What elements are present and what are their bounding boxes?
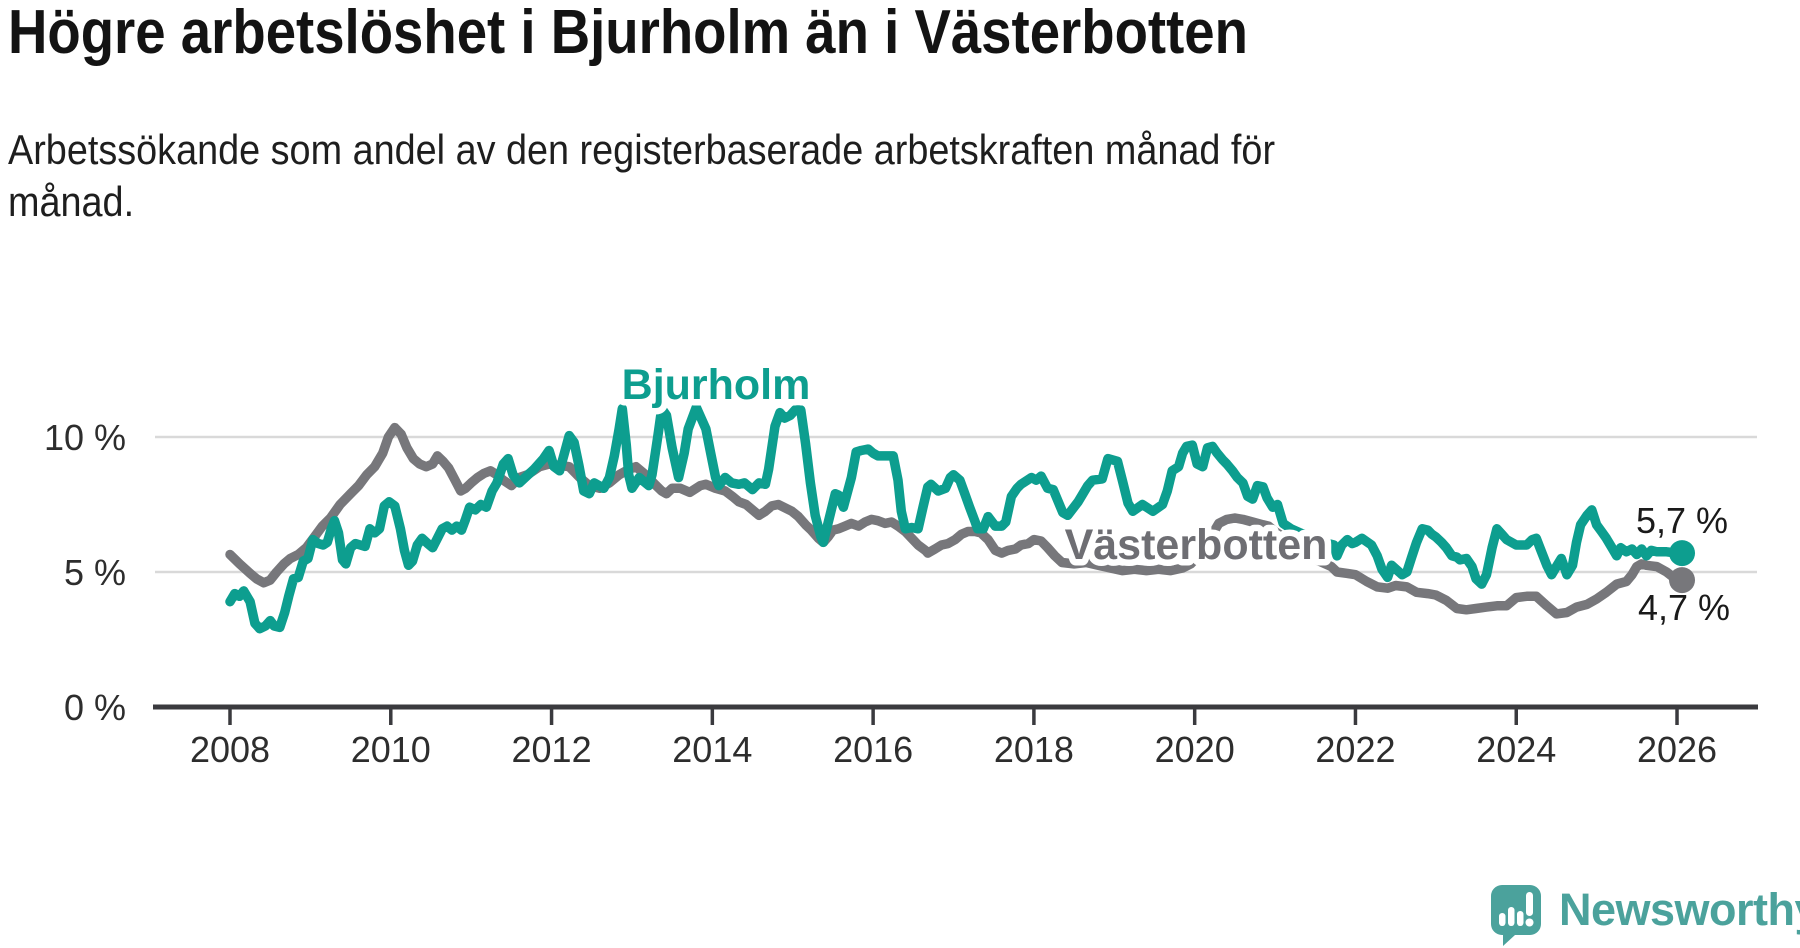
- x-tick-label: 2016: [833, 729, 913, 770]
- bar-icon-small: [1499, 913, 1506, 926]
- chart-subtitle: Arbetssökande som andel av den registerb…: [8, 124, 1275, 228]
- speech-bubble-shape: [1491, 885, 1541, 946]
- bar-icon-tall: [1508, 907, 1515, 926]
- x-tick-label: 2012: [512, 729, 592, 770]
- series-line-västerbotten: [225, 422, 1682, 619]
- series-label-västerbotten: Västerbotten: [1065, 521, 1328, 569]
- y-tick-label: 0 %: [64, 687, 126, 728]
- exclamation-bar-icon: [1526, 892, 1533, 916]
- x-tick-label: 2014: [672, 729, 752, 770]
- series-label-bjurholm: Bjurholm: [622, 361, 811, 409]
- x-tick-label: 2018: [994, 729, 1074, 770]
- bar-icon-medium: [1517, 911, 1524, 926]
- x-tick-label: 2024: [1476, 729, 1556, 770]
- x-tick-label: 2008: [190, 729, 270, 770]
- chart-subtitle-line2: månad.: [8, 178, 135, 225]
- x-tick-label: 2020: [1155, 729, 1235, 770]
- x-tick-label: 2010: [351, 729, 431, 770]
- newsworthy-logo-text: Newsworthy: [1559, 884, 1800, 935]
- chart-subtitle-line1: Arbetssökande som andel av den registerb…: [8, 126, 1276, 173]
- y-tick-label: 5 %: [64, 552, 126, 593]
- series-end-dot-västerbotten: [1669, 567, 1696, 594]
- y-tick-label: 10 %: [44, 417, 126, 458]
- x-tick-label: 2022: [1315, 729, 1395, 770]
- exclamation-dot-icon: [1525, 918, 1534, 927]
- series-line-bjurholm: [225, 402, 1682, 634]
- newsworthy-logo-icon: [1491, 885, 1541, 946]
- series-end-dot-bjurholm: [1669, 540, 1696, 567]
- chart-title: Högre arbetslöshet i Bjurholm än i Väste…: [8, 0, 1248, 67]
- x-tick-label: 2026: [1637, 729, 1717, 770]
- series-end-value-bjurholm: 5,7 %: [1636, 500, 1728, 541]
- series-end-value-västerbotten: 4,7 %: [1638, 587, 1730, 628]
- newsworthy-logo: Newsworthy: [1490, 884, 1800, 947]
